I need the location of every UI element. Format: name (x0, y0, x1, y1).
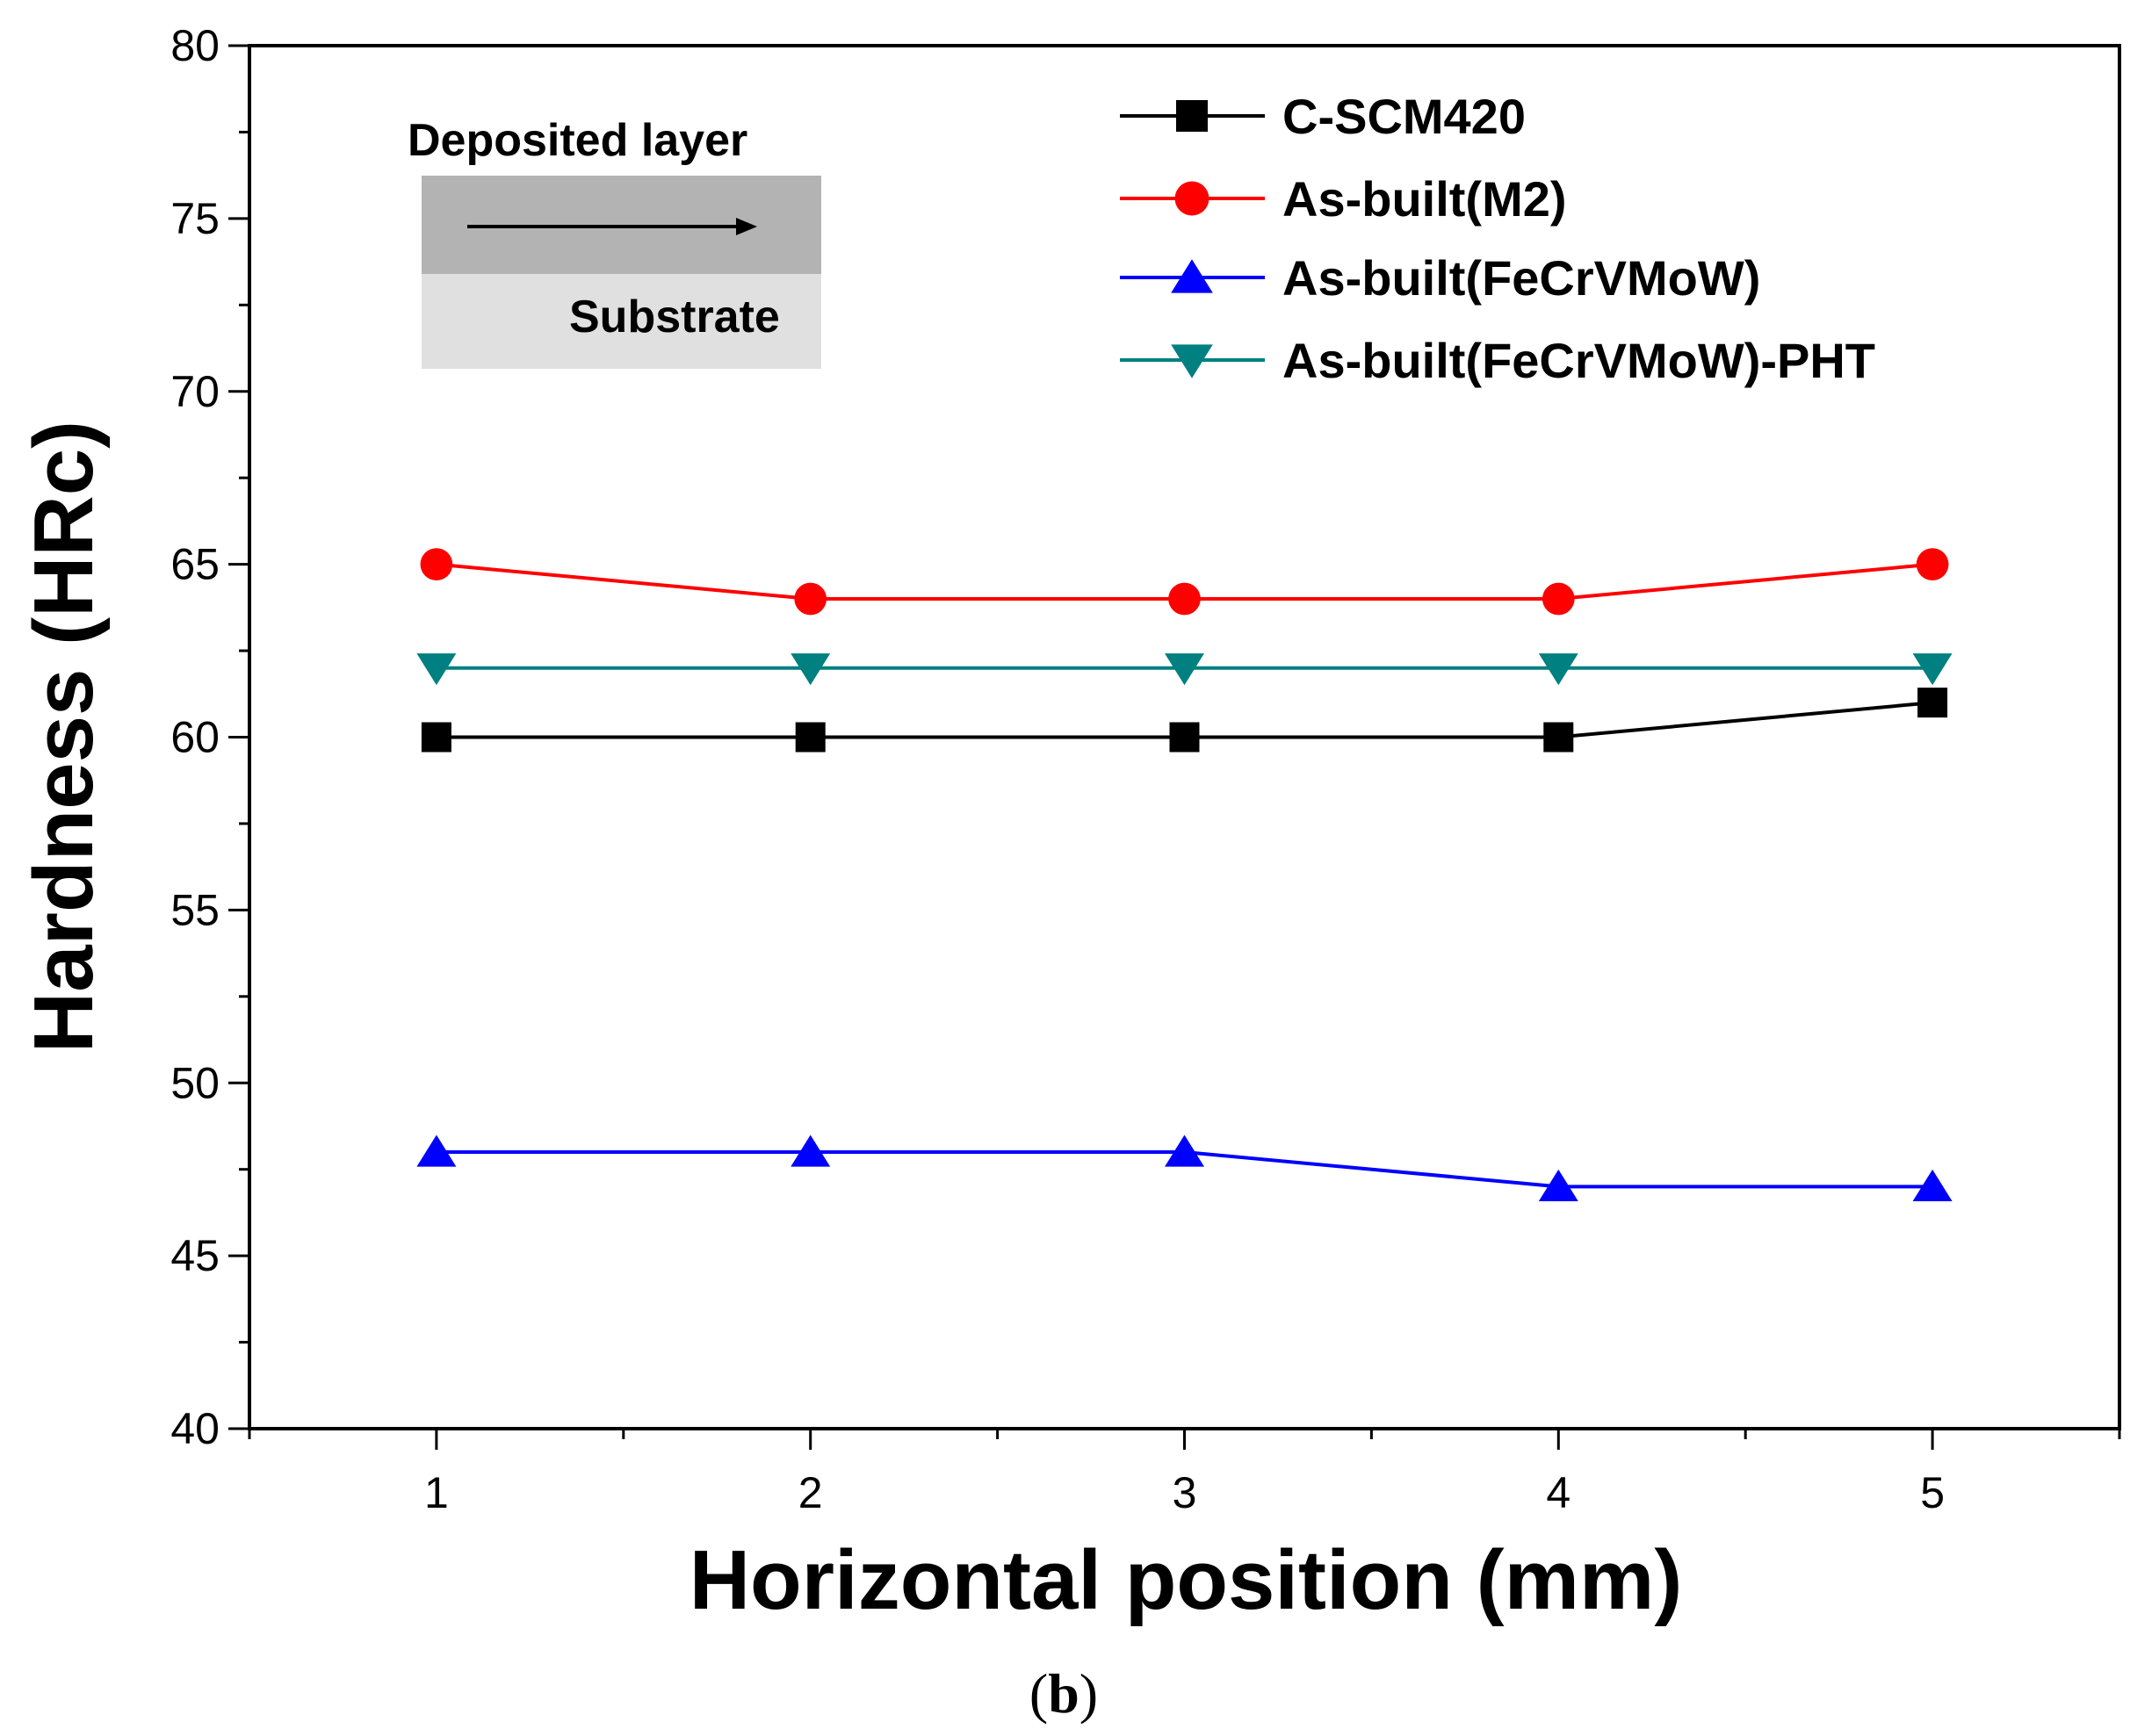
legend-marker-2 (1171, 259, 1213, 293)
data-point-0-0 (421, 722, 451, 753)
x-axis-title: Horizontal position (mm) (690, 1533, 1683, 1627)
data-point-2-4 (1912, 1169, 1953, 1201)
legend-marker-0 (1176, 100, 1208, 132)
data-point-3-0 (416, 653, 457, 686)
inset-top-label: Deposited layer (408, 115, 747, 166)
right-arrow-head (736, 218, 757, 235)
data-point-1-3 (1542, 582, 1575, 616)
y-tick-label: 80 (170, 21, 220, 70)
x-tick-label: 4 (1546, 1468, 1570, 1517)
legend: C-SCM420 As-built(M2) As-built(FeCrVMoW) As… (1120, 89, 1875, 388)
y-tick-label: 50 (170, 1058, 220, 1107)
x-axis-ticks: 1 2 3 4 5 (248, 1429, 2121, 1517)
legend-marker-1 (1174, 181, 1209, 216)
y-tick-label: 45 (170, 1231, 220, 1280)
caption-open: ( (1029, 1662, 1048, 1725)
y-tick-label: 70 (170, 367, 220, 416)
legend-marker-3 (1171, 344, 1213, 378)
figure-caption: (b) (1029, 1662, 1098, 1725)
caption-letter: b (1048, 1662, 1079, 1725)
y-tick-label: 75 (170, 194, 220, 243)
legend-label-1: As-built(M2) (1282, 171, 1567, 227)
data-point-2-0 (416, 1135, 457, 1167)
y-axis-title: Hardness (HRc) (17, 421, 111, 1053)
data-point-0-3 (1543, 722, 1574, 753)
data-point-1-2 (1168, 582, 1201, 616)
data-point-3-4 (1912, 653, 1953, 686)
inset-substrate-band (422, 274, 821, 369)
x-tick-label: 3 (1173, 1468, 1197, 1517)
y-tick-label: 40 (170, 1404, 220, 1453)
data-point-2-2 (1165, 1135, 1204, 1167)
data-point-2-3 (1538, 1169, 1578, 1201)
legend-label-2: As-built(FeCrVMoW) (1282, 250, 1760, 306)
data-point-3-2 (1165, 653, 1204, 686)
y-tick-label: 60 (170, 713, 220, 762)
inset-diagram: Deposited layer Substrate (408, 115, 821, 369)
data-point-1-1 (794, 582, 827, 616)
inset-bottom-label: Substrate (569, 292, 780, 342)
caption-close: ) (1079, 1662, 1098, 1725)
legend-label-3: As-built(FeCrVMoW)-PHT (1282, 333, 1875, 388)
data-point-2-1 (791, 1135, 831, 1167)
data-point-0-2 (1169, 722, 1200, 753)
x-tick-label: 1 (424, 1468, 449, 1517)
data-point-0-4 (1917, 688, 1948, 718)
series-markers (416, 548, 1953, 1201)
data-point-0-1 (795, 722, 826, 753)
data-point-3-1 (791, 653, 831, 686)
x-tick-label: 2 (798, 1468, 823, 1517)
legend-label-0: C-SCM420 (1282, 89, 1526, 144)
y-axis-ticks: 40 45 50 55 60 65 70 75 80 (170, 21, 249, 1453)
x-tick-label: 5 (1920, 1468, 1945, 1517)
data-point-3-3 (1538, 653, 1578, 686)
y-tick-label: 55 (170, 885, 220, 934)
data-point-1-4 (1916, 548, 1949, 580)
data-point-1-0 (420, 548, 453, 580)
y-tick-label: 65 (170, 540, 220, 589)
